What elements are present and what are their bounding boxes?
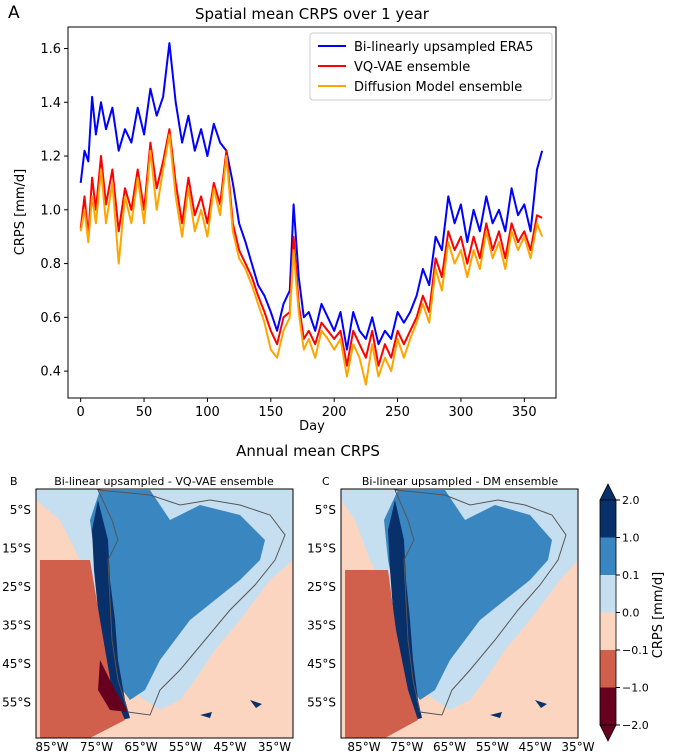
latitude-label: 45°S	[307, 657, 336, 671]
panel-c-title: Bi-linear upsampled - DM ensemble	[362, 475, 559, 488]
latitude-label: 5°S	[10, 503, 31, 517]
longitude-label: 65°W	[433, 740, 466, 754]
longitude-label: 45°W	[519, 740, 552, 754]
latitude-label: 25°S	[307, 580, 336, 594]
colorbar-bin	[600, 650, 616, 688]
longitude-label: 85°W	[35, 740, 68, 754]
map-c-negative-region	[345, 570, 418, 738]
legend-label-vqvae: VQ-VAE ensemble	[354, 60, 470, 75]
colorbar-tick-label: −0.1	[622, 644, 649, 657]
colorbar-bin	[600, 687, 616, 725]
chart-legend: Bi-linearly upsampled ERA5 VQ-VAE ensemb…	[309, 32, 553, 101]
longitude-label: 75°W	[390, 740, 423, 754]
y-tick-label: 0.4	[40, 365, 61, 380]
colorbar-bin	[600, 575, 616, 613]
x-tick-label: 150	[258, 405, 283, 420]
map-c-islands	[490, 700, 547, 718]
colorbar-tick-label: 0.1	[622, 569, 640, 582]
map-b-strong-negative	[98, 660, 128, 712]
latitude-label: 45°S	[2, 657, 31, 671]
map-c-land-region	[384, 490, 552, 700]
longitude-label: 55°W	[169, 740, 202, 754]
plot-frame	[67, 26, 557, 399]
x-tick-label: 50	[136, 405, 153, 420]
x-tick-label: 300	[449, 405, 474, 420]
colorbar-tick-label: 0.0	[622, 607, 640, 620]
x-tick-label: 100	[195, 405, 220, 420]
map-c-andes-band	[388, 500, 422, 720]
maps-title: Annual mean CRPS	[236, 442, 380, 460]
chart-lines-layer	[79, 42, 544, 386]
map-b-coastline	[97, 489, 286, 716]
colorbar: 2.0 1.0 0.1 0.0 −0.1 −1.0 −2.0	[599, 483, 649, 742]
x-axis-ticks: 0 50 100 150 200 250 300 350	[77, 398, 537, 420]
map-c-longitude-labels: 85°W 75°W 65°W 55°W 45°W 35°W	[347, 740, 594, 754]
chart-title: Spatial mean CRPS over 1 year	[195, 5, 430, 23]
map-b-longitude-labels: 85°W 75°W 65°W 55°W 45°W 35°W	[35, 740, 291, 754]
legend-box	[309, 32, 553, 101]
y-axis-ticks: 0.4 0.6 0.8 1.0 1.2 1.4 1.6	[40, 42, 68, 380]
map-c-latitude-labels: 5°S 15°S 25°S 35°S 45°S 55°S	[307, 503, 336, 710]
longitude-label: 85°W	[347, 740, 380, 754]
latitude-label: 5°S	[315, 503, 336, 517]
map-b-islands	[200, 700, 262, 718]
colorbar-tick-label: −1.0	[622, 682, 649, 695]
y-tick-label: 0.6	[40, 311, 61, 326]
x-tick-label: 350	[512, 405, 537, 420]
latitude-label: 15°S	[307, 542, 336, 556]
legend-label-dm: Diffusion Model ensemble	[354, 80, 522, 95]
colorbar-tick-label: 1.0	[622, 532, 640, 545]
map-b-frame	[35, 488, 294, 739]
longitude-label: 55°W	[476, 740, 509, 754]
latitude-label: 55°S	[2, 696, 31, 710]
map-b-latitude-labels: 5°S 15°S 25°S 35°S 45°S 55°S	[2, 503, 31, 710]
longitude-label: 35°W	[561, 740, 594, 754]
x-axis-label: Day	[299, 419, 325, 434]
latitude-label: 15°S	[2, 542, 31, 556]
x-tick-label: 250	[385, 405, 410, 420]
panel-c-letter: C	[322, 475, 330, 488]
x-tick-label: 0	[77, 405, 85, 420]
colorbar-label: CRPS [mm/d]	[651, 572, 666, 658]
latitude-label: 55°S	[307, 696, 336, 710]
legend-label-era5: Bi-linearly upsampled ERA5	[354, 40, 533, 55]
series-line-dm	[79, 133, 544, 386]
map-c	[341, 489, 578, 738]
longitude-label: 45°W	[213, 740, 246, 754]
colorbar-bin	[600, 500, 616, 538]
longitude-label: 65°W	[124, 740, 157, 754]
y-tick-label: 1.2	[40, 150, 61, 165]
latitude-label: 25°S	[2, 580, 31, 594]
panel-a-letter: A	[8, 3, 20, 23]
map-c-frame	[340, 488, 579, 739]
map-b	[36, 489, 293, 738]
colorbar-bin	[600, 612, 616, 650]
y-tick-label: 1.4	[40, 96, 61, 111]
y-axis-label: CRPS [mm/d]	[13, 169, 28, 255]
latitude-label: 35°S	[307, 619, 336, 633]
colorbar-min-arrow	[599, 724, 617, 742]
latitude-label: 35°S	[2, 619, 31, 633]
x-tick-label: 200	[322, 405, 347, 420]
series-line-era5	[79, 42, 544, 351]
panel-b-title: Bi-linear upsampled - VQ-VAE ensemble	[54, 475, 274, 488]
y-tick-label: 1.6	[40, 42, 61, 57]
longitude-label: 35°W	[258, 740, 291, 754]
colorbar-max-arrow	[599, 483, 617, 501]
y-tick-label: 1.0	[40, 203, 61, 218]
panel-b-letter: B	[10, 475, 18, 488]
colorbar-bin	[600, 537, 616, 575]
colorbar-tick-label: 2.0	[622, 494, 640, 507]
y-tick-label: 0.8	[40, 257, 61, 272]
map-c-coastline	[394, 489, 567, 716]
longitude-label: 75°W	[80, 740, 113, 754]
map-b-land-region	[90, 490, 265, 700]
colorbar-tick-label: −2.0	[622, 719, 649, 732]
